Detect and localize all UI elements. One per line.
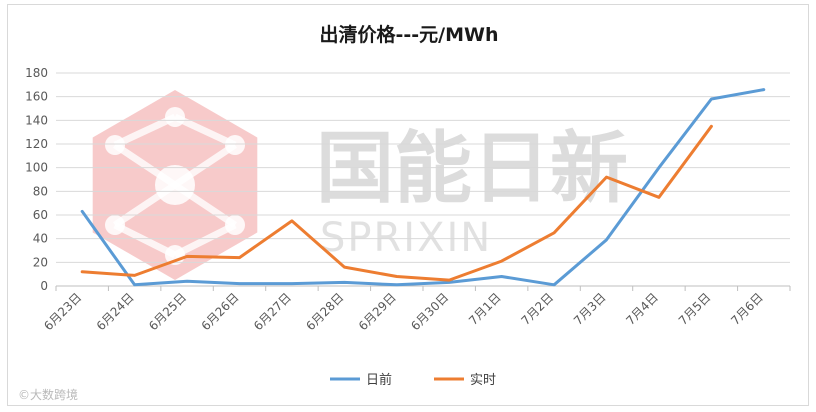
legend: 日前 实时 — [330, 372, 496, 388]
series-lines — [80, 88, 766, 287]
legend-label: 日前 — [366, 372, 392, 388]
watermark-en: SPRIXIN — [320, 215, 492, 261]
y-tick-label: 80 — [33, 184, 48, 198]
grid — [56, 72, 790, 287]
watermark-node — [165, 107, 185, 127]
y-tick-label: 20 — [33, 255, 48, 269]
y-tick-label: 180 — [25, 66, 48, 80]
chart-title: 出清价格---元/MWh — [320, 23, 499, 46]
x-tick-label: 7月3日 — [571, 290, 609, 328]
y-tick-label: 160 — [25, 90, 48, 104]
y-tick-label: 100 — [25, 161, 48, 175]
watermark-node — [155, 165, 195, 205]
watermark-node — [225, 135, 245, 155]
watermark-bond — [173, 221, 237, 259]
y-tick-label: 140 — [25, 113, 48, 127]
series-line-1 — [80, 124, 713, 282]
chart-svg: 出清价格---元/MWh 国能日新 SPRIXIN 0 20 40 60 80 100 12… — [25, 23, 791, 388]
watermark-node — [105, 215, 125, 235]
y-tick-label: 0 — [40, 279, 48, 293]
x-axis-ticks: 6月23日 6月24日 6月25日 6月26日 6月27日 6月28日 6月29日 6月30日… — [41, 286, 791, 333]
x-tick-label: 7月4日 — [623, 290, 661, 328]
legend-label: 实时 — [470, 373, 496, 388]
y-tick-label: 40 — [33, 232, 48, 246]
watermark-node — [105, 135, 125, 155]
x-tick-label: 7月1日 — [466, 290, 504, 328]
x-tick-label: 6月26日 — [199, 290, 242, 333]
x-tick-label: 6月24日 — [94, 290, 137, 333]
x-tick-label: 6月25日 — [146, 290, 189, 333]
x-tick-label: 7月6日 — [728, 290, 766, 328]
y-axis-ticks: 0 20 40 60 80 100 120 140 160 180 — [25, 66, 48, 293]
x-tick-label: 6月28日 — [303, 290, 346, 333]
watermark-cn: 国能日新 — [316, 124, 628, 214]
watermark-bond — [113, 221, 177, 259]
x-tick-label: 7月5日 — [676, 290, 714, 328]
x-tick-label: 6月23日 — [41, 290, 84, 333]
x-tick-label: 7月2日 — [519, 290, 557, 328]
y-tick-label: 120 — [25, 137, 48, 151]
x-tick-label: 6月30日 — [408, 290, 451, 333]
x-tick-label: 6月27日 — [251, 290, 294, 333]
credit-text: ©大数跨境 — [18, 388, 79, 402]
watermark-bond — [113, 113, 177, 149]
watermark-node — [225, 215, 245, 235]
chart-frame: 出清价格---元/MWh 国能日新 SPRIXIN 0 20 40 60 80 100 12… — [7, 4, 809, 406]
y-tick-label: 60 — [33, 208, 48, 222]
watermark-bond — [173, 113, 237, 149]
watermark-logo — [92, 90, 258, 280]
series-line-0 — [80, 88, 766, 287]
x-tick-label: 6月29日 — [356, 290, 399, 333]
